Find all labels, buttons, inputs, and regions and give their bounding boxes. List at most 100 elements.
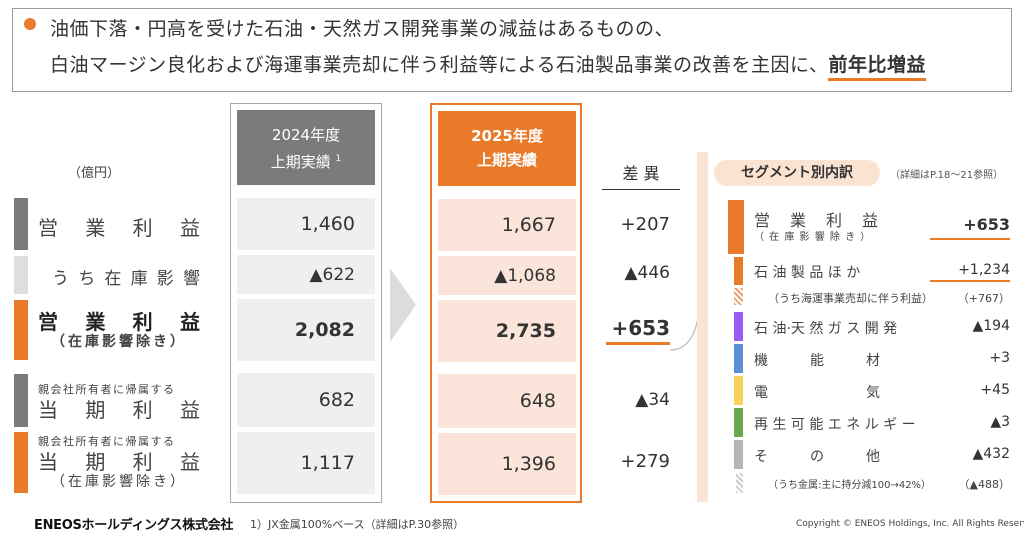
segment-marker-hatched xyxy=(734,288,743,305)
header-line: 上期実績 1 xyxy=(237,147,375,174)
row-marker-lightgray xyxy=(14,256,28,294)
segment-value: +3 xyxy=(989,350,1010,366)
segment-value: ▲3 xyxy=(990,414,1010,430)
label-char: 営 xyxy=(38,216,58,240)
highlight-underline xyxy=(606,342,670,345)
diff-header: 差 異 xyxy=(602,160,680,190)
unit-label: （億円） xyxy=(68,166,121,181)
row-marker-orange xyxy=(14,300,28,360)
bullet-icon xyxy=(24,18,36,30)
segment-sublabel: （ 在 庫 影 響 除 き ） xyxy=(754,232,872,243)
cell-value: 1,117 xyxy=(237,432,375,494)
arrow-right-icon xyxy=(390,268,416,342)
label-char: 期 xyxy=(85,398,106,422)
copyright: Copyright © ENEOS Holdings, Inc. All Rig… xyxy=(796,519,1024,529)
label-char: 当 xyxy=(38,450,58,474)
label-char: う xyxy=(52,269,69,289)
segment-marker xyxy=(734,312,743,341)
label-char: 益 xyxy=(179,216,200,240)
cell-value: ▲622 xyxy=(237,255,375,294)
segment-value: （+767） xyxy=(957,292,1010,305)
headline-box xyxy=(12,8,1012,92)
label-pre: 親会社所有者に帰属する xyxy=(38,383,176,396)
label-pre: 親会社所有者に帰属する xyxy=(38,435,176,448)
diff-value: +279 xyxy=(620,451,670,472)
segment-value: +653 xyxy=(930,215,1010,240)
label-net-income-ex: 当期利益 xyxy=(38,446,200,475)
label-operating-profit: 営業利益 xyxy=(38,212,200,241)
label-char: 利 xyxy=(132,310,153,334)
column-fy2025: 2025年度 上期実績 1,667 ▲1,068 2,735 648 1,396 xyxy=(430,103,582,503)
column-fy2024: 2024年度 上期実績 1 1,460 ▲622 2,082 682 1,117 xyxy=(230,103,382,503)
diff-value: ▲446 xyxy=(624,263,670,283)
label-char: 業 xyxy=(85,216,106,240)
segment-label: 石 油 製 品 ほ か xyxy=(754,265,861,281)
segment-value: ▲194 xyxy=(972,318,1011,334)
diff-value: +207 xyxy=(620,214,670,235)
segment-value: +45 xyxy=(980,382,1010,398)
label-char: 在 xyxy=(104,269,122,289)
headline-line-2: 白油マージン良化および海運事業売却に伴う利益等による石油製品事業の改善を主因に、… xyxy=(50,50,926,81)
footnote: 1）JX金属100%ベース（詳細はP.30参照） xyxy=(250,518,465,531)
row-marker-gray xyxy=(14,374,28,427)
segment-value: （▲488） xyxy=(958,478,1010,491)
cell-value: 2,082 xyxy=(237,299,375,361)
segment-label: 電 気 xyxy=(754,385,880,401)
label-sub: （在庫影響除き） xyxy=(51,334,187,350)
segment-note: （詳細はP.18～21参照） xyxy=(890,170,1004,181)
segment-value: +1,234 xyxy=(930,262,1010,282)
label-char: 影 xyxy=(156,269,174,289)
label-char: 営 xyxy=(38,310,58,334)
headline-line-1: 油価下落・円高を受けた石油・天然ガス開発事業の減益はあるものの、 xyxy=(50,18,675,40)
label-inventory-impact: うち在庫影響 xyxy=(52,264,200,289)
label-char: 響 xyxy=(182,269,200,289)
segment-marker xyxy=(734,376,743,405)
label-char: 益 xyxy=(179,310,200,334)
label-char: 当 xyxy=(38,398,58,422)
diff-value-highlight: +653 xyxy=(611,316,670,340)
column-header-fy2025: 2025年度 上期実績 xyxy=(438,111,576,186)
segment-marker-hatched xyxy=(736,473,743,493)
diff-value: ▲34 xyxy=(635,390,670,410)
label-char: 利 xyxy=(132,216,153,240)
label-char: 益 xyxy=(179,398,200,422)
footnote-mark: 1 xyxy=(335,154,342,164)
segment-label: 営 業 利 益 xyxy=(754,211,881,230)
segment-value: ▲432 xyxy=(972,446,1011,462)
connector-line xyxy=(670,318,699,351)
cell-value: ▲1,068 xyxy=(438,256,576,295)
company-logo: ENEOSホールディングス株式会社 xyxy=(34,518,234,533)
label-net-income: 当期利益 xyxy=(38,394,200,423)
header-line: 上期実績 xyxy=(476,151,537,169)
headline-line-2-text: 白油マージン良化および海運事業売却に伴う利益等による石油製品事業の改善を主因に、 xyxy=(50,54,829,76)
cell-value: 682 xyxy=(237,373,375,427)
cell-value: 1,667 xyxy=(438,199,576,251)
label-char: ち xyxy=(78,269,96,289)
label-char: 期 xyxy=(85,450,106,474)
segment-label: 再 生 可 能 エ ネ ル ギ ー xyxy=(754,417,916,433)
label-char: 庫 xyxy=(130,269,148,289)
cell-value: 1,460 xyxy=(237,198,375,250)
segment-label: そ の 他 xyxy=(754,449,880,465)
segment-marker xyxy=(734,408,743,437)
segment-title: セグメント別内訳 xyxy=(714,160,880,186)
segment-marker xyxy=(734,257,743,285)
cell-value: 2,735 xyxy=(438,300,576,362)
cell-value: 648 xyxy=(438,374,576,428)
label-char: 益 xyxy=(179,450,200,474)
label-char: 業 xyxy=(85,310,106,334)
segment-label: 機 能 材 xyxy=(754,353,880,369)
segment-marker xyxy=(728,200,744,254)
segment-label: 石 油·天 然 ガ ス 開 発 xyxy=(754,321,898,337)
headline-emphasis: 前年比増益 xyxy=(828,54,926,81)
segment-label: （うち海運事業売却に伴う利益） xyxy=(768,292,933,305)
row-marker-orange xyxy=(14,432,28,493)
segment-panel-strip xyxy=(697,152,708,502)
segment-marker xyxy=(734,344,743,373)
label-char: 利 xyxy=(132,398,153,422)
label-sub: （在庫影響除き） xyxy=(51,474,187,490)
cell-value: 1,396 xyxy=(438,433,576,495)
row-marker-gray xyxy=(14,198,28,250)
label-operating-profit-ex: 営業利益 xyxy=(38,306,200,335)
header-line: 2025年度 xyxy=(471,127,543,145)
